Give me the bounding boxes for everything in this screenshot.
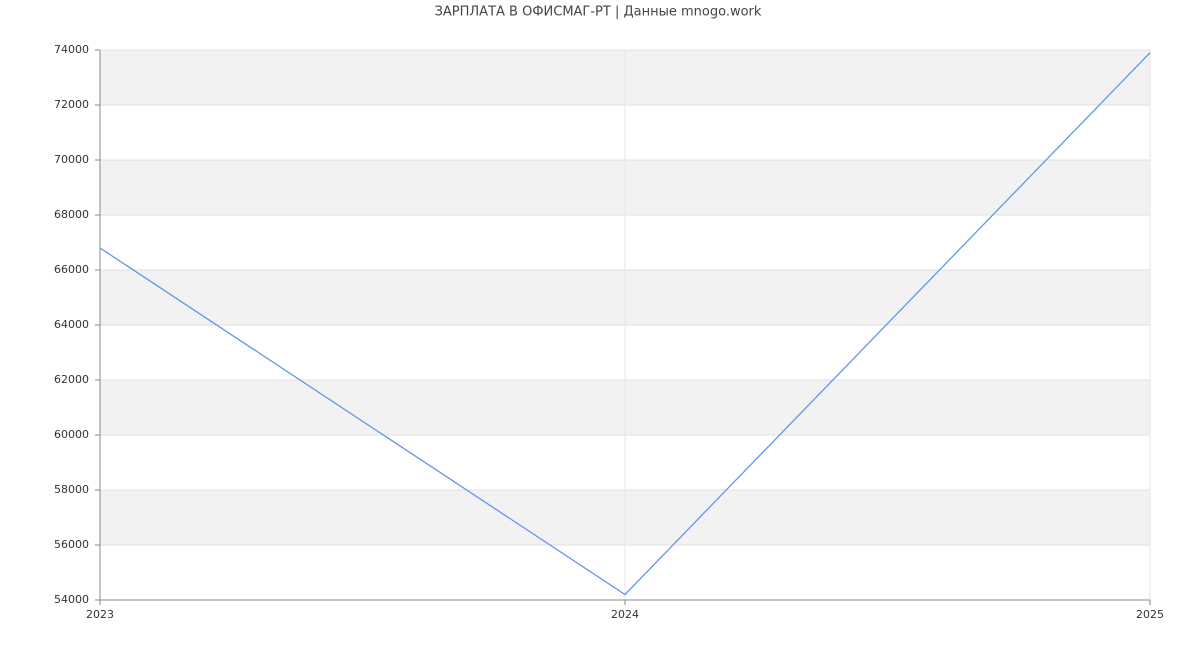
y-tick-label: 64000: [54, 318, 89, 331]
chart-title: ЗАРПЛАТА В ОФИСМАГ-РТ | Данные mnogo.wor…: [435, 5, 762, 20]
y-tick-label: 70000: [54, 153, 89, 166]
x-tick-label: 2025: [1136, 608, 1164, 621]
x-tick-label: 2024: [611, 608, 639, 621]
y-tick-label: 68000: [54, 208, 89, 221]
x-tick-label: 2023: [86, 608, 114, 621]
y-tick-label: 58000: [54, 483, 89, 496]
y-tick-label: 56000: [54, 538, 89, 551]
y-tick-label: 54000: [54, 593, 89, 606]
data-line: [99, 52, 1151, 596]
y-tick-label: 72000: [54, 98, 89, 111]
y-tick-label: 60000: [54, 428, 89, 441]
y-tick-label: 62000: [54, 373, 89, 386]
y-tick-label: 66000: [54, 263, 89, 276]
y-tick-label: 74000: [54, 43, 89, 56]
